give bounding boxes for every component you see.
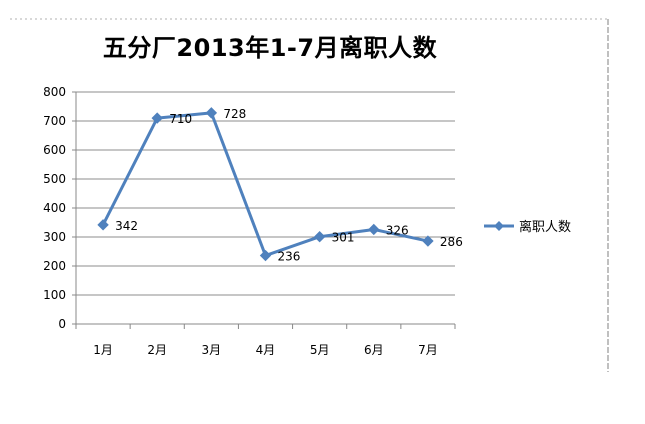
data-label: 236 xyxy=(278,250,301,264)
series-line xyxy=(101,111,429,258)
y-tick-label: 600 xyxy=(43,143,66,157)
x-tick-label: 5月 xyxy=(310,343,330,357)
y-tick-label: 800 xyxy=(43,85,66,99)
data-label: 286 xyxy=(440,235,463,249)
data-label: 710 xyxy=(169,112,192,126)
x-tick-label: 3月 xyxy=(202,343,222,357)
data-point-marker xyxy=(422,235,434,247)
data-point-marker xyxy=(313,231,326,243)
series-layer xyxy=(97,107,434,262)
legend-marker xyxy=(494,221,504,231)
legend: 离职人数 xyxy=(484,219,571,235)
data-point-marker xyxy=(259,249,272,262)
x-tick-label: 2月 xyxy=(147,343,167,357)
data-point-marker xyxy=(151,112,163,124)
grid-lines xyxy=(76,91,455,296)
data-label: 342 xyxy=(115,219,138,233)
y-tick-label: 200 xyxy=(43,259,66,273)
y-tick-label: 700 xyxy=(43,114,66,128)
y-tick-labels: 0 100 200 300 400 500 600 700 800 xyxy=(43,85,66,331)
data-point-marker xyxy=(205,107,218,119)
x-tick-label: 1月 xyxy=(93,343,113,357)
y-tick-label: 0 xyxy=(58,317,66,331)
legend-label: 离职人数 xyxy=(519,219,571,235)
data-point-marker xyxy=(368,223,380,236)
x-tick-label: 7月 xyxy=(418,343,438,357)
data-label: 326 xyxy=(386,223,409,237)
data-label: 728 xyxy=(223,107,246,121)
data-label: 301 xyxy=(332,231,355,245)
data-labels: 342 710 728 236 301 326 286 xyxy=(115,107,463,264)
x-tick-label: 6月 xyxy=(364,343,384,357)
axes xyxy=(72,91,456,329)
y-tick-label: 400 xyxy=(43,201,66,215)
x-tick-label: 4月 xyxy=(256,343,276,357)
x-tick-labels: 1月 2月 3月 4月 5月 6月 7月 xyxy=(93,343,437,357)
y-tick-label: 100 xyxy=(43,288,66,302)
chart-title: 五分厂2013年1-7月离职人数 xyxy=(102,34,438,62)
data-point-marker xyxy=(97,219,109,231)
y-tick-label: 300 xyxy=(43,230,66,244)
y-tick-label: 500 xyxy=(43,172,66,186)
